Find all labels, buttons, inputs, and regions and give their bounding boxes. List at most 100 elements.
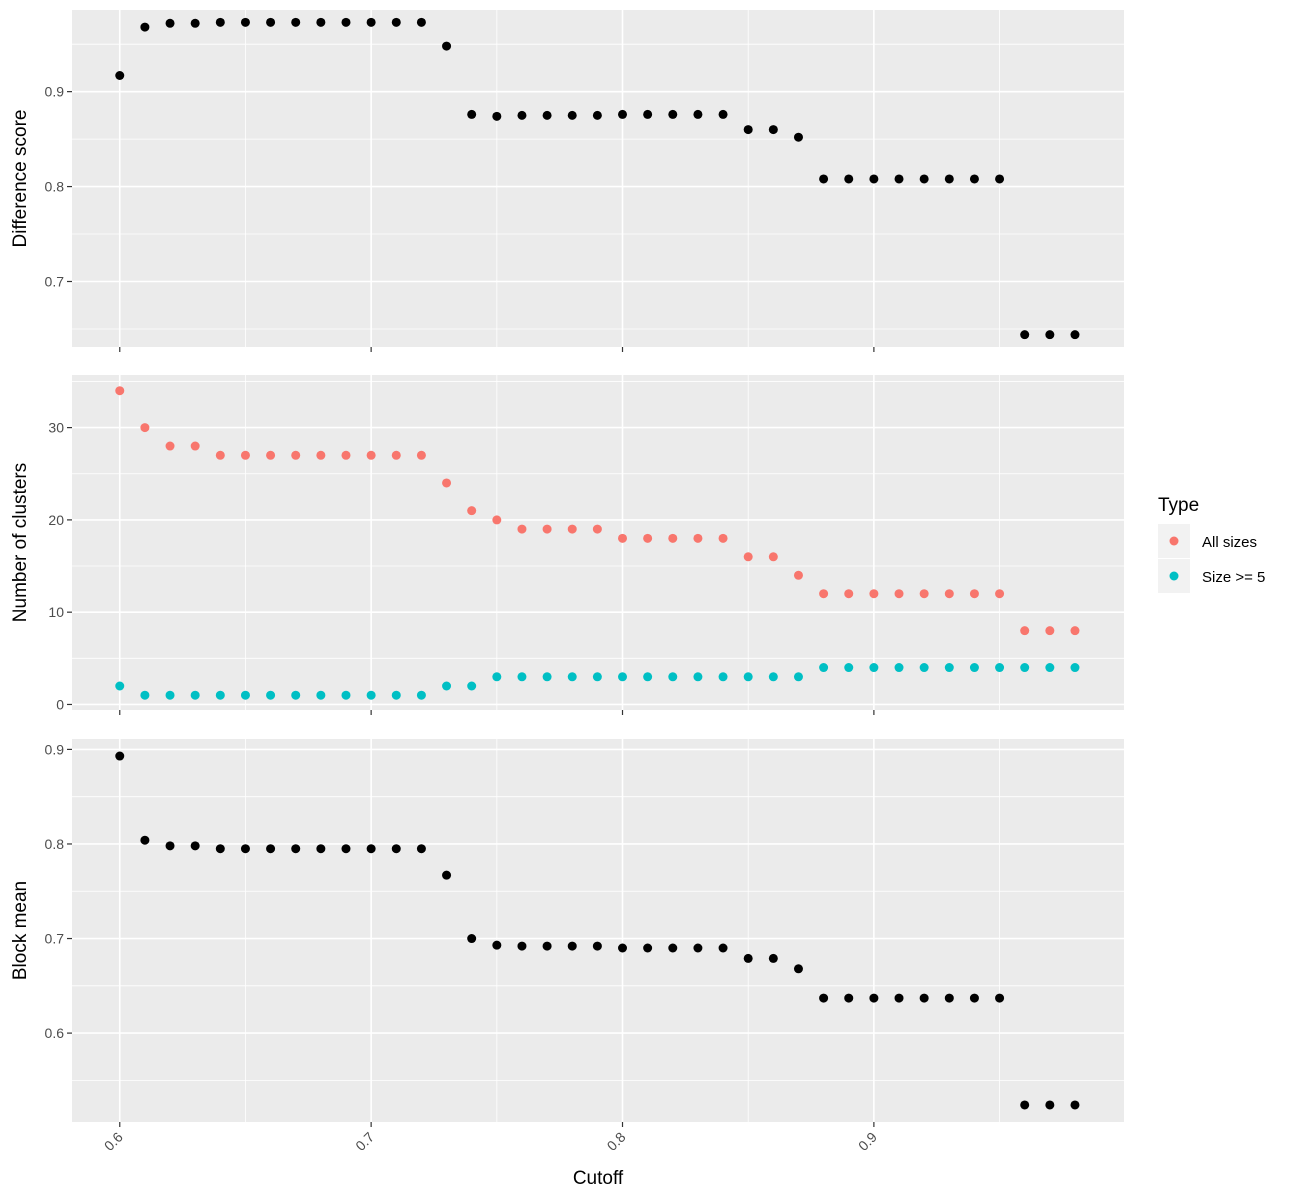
data-point	[643, 533, 653, 543]
legend-title: Type	[1158, 495, 1199, 516]
data-point	[919, 663, 929, 673]
data-point	[944, 993, 954, 1003]
data-point	[919, 993, 929, 1003]
data-point	[442, 41, 452, 51]
data-point	[316, 690, 326, 700]
data-point	[743, 953, 753, 963]
data-point	[366, 450, 376, 460]
data-point	[567, 672, 577, 682]
data-point	[718, 533, 728, 543]
data-point	[869, 993, 879, 1003]
data-point	[140, 835, 150, 845]
x-tick-label: 0.9	[855, 1129, 880, 1154]
data-point	[944, 663, 954, 673]
data-point	[844, 589, 854, 599]
data-point	[844, 663, 854, 673]
data-point	[115, 681, 125, 691]
data-point	[266, 17, 276, 27]
panel-1: 0 10 20 30 Number of clusters	[10, 375, 1124, 715]
data-point	[592, 524, 602, 534]
data-point	[542, 672, 552, 682]
data-point	[592, 110, 602, 120]
data-point	[743, 672, 753, 682]
data-point	[517, 110, 527, 120]
data-point	[215, 17, 225, 27]
data-point	[467, 109, 477, 119]
data-point	[517, 524, 527, 534]
data-point	[1020, 663, 1030, 673]
data-point	[1070, 330, 1080, 340]
data-point	[341, 690, 351, 700]
data-point	[140, 22, 150, 32]
data-point	[240, 844, 250, 854]
data-point	[190, 18, 200, 28]
data-point	[743, 125, 753, 135]
data-point	[266, 844, 276, 854]
data-point	[668, 943, 678, 953]
data-point	[995, 589, 1005, 599]
data-point	[366, 17, 376, 27]
data-point	[341, 450, 351, 460]
data-point	[240, 690, 250, 700]
data-point	[995, 663, 1005, 673]
data-point	[1020, 1100, 1030, 1110]
data-point	[442, 478, 452, 488]
legend: Type All sizes Size >= 5	[1158, 495, 1265, 593]
x-axis-title: Cutoff	[573, 1168, 624, 1189]
data-point	[391, 844, 401, 854]
data-point	[1070, 1100, 1080, 1110]
data-point	[743, 552, 753, 562]
data-point	[517, 672, 527, 682]
data-point	[266, 450, 276, 460]
data-point	[819, 663, 829, 673]
data-point	[768, 552, 778, 562]
data-point	[693, 533, 703, 543]
data-point	[869, 663, 879, 673]
data-point	[768, 953, 778, 963]
data-point	[366, 844, 376, 854]
data-point	[190, 841, 200, 851]
data-point	[542, 524, 552, 534]
data-point	[1070, 626, 1080, 636]
data-point	[844, 174, 854, 184]
data-point	[467, 681, 477, 691]
data-point	[391, 450, 401, 460]
y-axis-title: Difference score	[10, 110, 31, 248]
data-point	[442, 870, 452, 880]
legend-dot-all-sizes	[1169, 536, 1179, 546]
data-point	[115, 71, 125, 81]
legend-label-size-5: Size >= 5	[1202, 569, 1265, 586]
panel-2: 0.6 0.7 0.8 0.9 0.6 0.7 0.8 0.9 Block mean	[10, 739, 1124, 1154]
data-point	[517, 941, 527, 951]
data-point	[793, 570, 803, 580]
data-point	[240, 17, 250, 27]
data-point	[919, 589, 929, 599]
y-axis-title: Block mean	[10, 881, 31, 980]
data-point	[1070, 663, 1080, 673]
data-point	[1020, 330, 1030, 340]
panel-background	[72, 739, 1124, 1122]
legend-dot-size-5	[1169, 571, 1179, 581]
data-point	[969, 174, 979, 184]
data-point	[542, 941, 552, 951]
y-tick-label: 0.9	[45, 84, 65, 100]
data-point	[969, 589, 979, 599]
data-point	[215, 450, 225, 460]
data-point	[1045, 626, 1055, 636]
data-point	[643, 672, 653, 682]
data-point	[416, 844, 426, 854]
data-point	[1045, 1100, 1055, 1110]
data-point	[291, 844, 301, 854]
data-point	[592, 672, 602, 682]
data-point	[291, 17, 301, 27]
data-point	[944, 174, 954, 184]
data-point	[643, 109, 653, 119]
legend-label-all-sizes: All sizes	[1202, 534, 1257, 551]
data-point	[215, 844, 225, 854]
data-point	[165, 441, 175, 451]
data-point	[1020, 626, 1030, 636]
data-point	[894, 993, 904, 1003]
data-point	[693, 109, 703, 119]
data-point	[793, 132, 803, 142]
